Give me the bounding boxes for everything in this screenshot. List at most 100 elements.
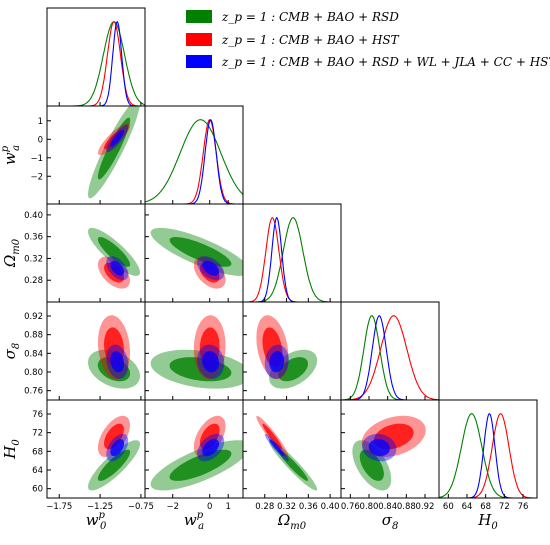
contour-1sigma-blue bbox=[269, 351, 285, 373]
panel-contours-Om-wa bbox=[150, 227, 243, 289]
y-tick-label-s8: 0.88 bbox=[24, 331, 43, 341]
contour-1sigma-blue bbox=[110, 351, 125, 373]
y-tick-label-Om: 0.32 bbox=[24, 254, 43, 264]
contour-1sigma-blue bbox=[269, 439, 285, 457]
x-tick-label-s8: 0.76 bbox=[341, 502, 360, 512]
legend-label-1: z_p = 1 : CMB + BAO + RSD bbox=[221, 10, 399, 24]
legend-label-2: z_p = 1 : CMB + BAO + HST bbox=[221, 33, 400, 47]
marginal-curve-blue bbox=[243, 216, 341, 302]
panel-contours-H0-s8 bbox=[352, 415, 426, 491]
y-tick-label-H0: 60 bbox=[32, 485, 43, 495]
x-tick-label-Om: 0.36 bbox=[299, 502, 318, 512]
contour-1sigma-blue bbox=[202, 439, 220, 457]
x-tick-label-H0: 72 bbox=[499, 502, 510, 512]
legend-label-3: z_p = 1 : CMB + BAO + RSD + WL + JLA + C… bbox=[221, 55, 550, 69]
x-tick-label-w0: −0.75 bbox=[128, 502, 154, 512]
panel-frames bbox=[46, 7, 538, 499]
panel-contours-s8-Om bbox=[256, 315, 318, 389]
x-tick-label-wa: −2 bbox=[166, 502, 179, 512]
contour-1sigma-green bbox=[97, 237, 131, 267]
y-tick-label-H0: 76 bbox=[32, 410, 43, 420]
axis-label-s8: σ8 bbox=[1, 343, 22, 360]
axis-label-s8: σ8 bbox=[382, 511, 399, 532]
contour-1sigma-blue bbox=[110, 439, 125, 457]
x-tick-label-Om: 0.40 bbox=[321, 502, 340, 512]
contour-layer bbox=[88, 106, 426, 491]
panel-frame bbox=[144, 105, 244, 205]
panel-frame bbox=[46, 203, 146, 303]
contour-1sigma-blue bbox=[110, 129, 125, 147]
panel-contours-s8-w0 bbox=[88, 315, 140, 389]
legend-swatch-green bbox=[186, 10, 212, 23]
marginal-curve-red bbox=[341, 315, 439, 400]
panel-contours-s8-wa bbox=[150, 315, 243, 389]
x-tick-label-H0: 60 bbox=[443, 502, 454, 512]
contour-1sigma-green bbox=[169, 449, 232, 481]
marginal-curve-green bbox=[145, 119, 243, 203]
panel-frame bbox=[46, 7, 146, 107]
contour-1sigma-red bbox=[199, 423, 220, 450]
legend-swatch-blue bbox=[186, 55, 212, 68]
y-tick-label-Om: 0.36 bbox=[24, 233, 43, 243]
marginal-curve-green bbox=[243, 217, 341, 302]
marginal-curve-green bbox=[439, 413, 537, 498]
x-tick-label-s8: 0.80 bbox=[360, 502, 379, 512]
axis-label-w0: wp 0 bbox=[86, 510, 107, 532]
panel-contours-Om-w0 bbox=[88, 227, 140, 289]
axis-label-layer: wp 0 wp a Ωm0 σ8 H0 wpa Ωm0 σ8 H0 bbox=[0, 145, 498, 532]
contour-1sigma-green bbox=[278, 357, 308, 382]
axis-label-H0: H0 bbox=[1, 439, 22, 460]
y-tick-label-Om: 0.40 bbox=[24, 211, 43, 221]
axis-label-Om: Ωm0 bbox=[277, 511, 307, 532]
panel-frame bbox=[340, 301, 440, 401]
contour-1sigma-green bbox=[359, 449, 384, 481]
x-tick-label-s8: 0.84 bbox=[378, 502, 397, 512]
y-tick-label-H0: 68 bbox=[32, 447, 43, 457]
y-tick-label-s8: 0.92 bbox=[24, 312, 43, 322]
x-tick-label-Om: 0.32 bbox=[277, 502, 296, 512]
contour-1sigma-red bbox=[262, 423, 283, 450]
y-tick-label-H0: 64 bbox=[32, 466, 43, 476]
x-tick-label-wa: 1 bbox=[225, 502, 230, 512]
panel-frame bbox=[438, 399, 538, 499]
marginal-H0 bbox=[439, 413, 537, 498]
x-tick-label-w0: −1.25 bbox=[87, 502, 113, 512]
contour-1sigma-blue bbox=[202, 351, 220, 373]
y-tick-label-wa: 0 bbox=[38, 135, 43, 145]
x-tick-label-wa: 0 bbox=[207, 502, 212, 512]
contour-1sigma-blue bbox=[202, 260, 220, 276]
marginal-curve-green bbox=[47, 21, 145, 106]
legend: z_p = 1 : CMB + BAO + RSD z_p = 1 : CMB … bbox=[186, 10, 550, 69]
y-tick-label-H0: 72 bbox=[32, 429, 43, 439]
contour-1sigma-green bbox=[278, 449, 308, 481]
axis-label-H0: H0 bbox=[477, 511, 498, 532]
marginal-curve-green bbox=[341, 315, 439, 400]
panel-contours-H0-w0 bbox=[88, 415, 140, 491]
y-tick-label-wa: 1 bbox=[38, 117, 43, 127]
axis-label-wa: wpa bbox=[0, 145, 22, 165]
axis-label-Om: Ωm0 bbox=[1, 238, 22, 268]
marginal-curve-blue bbox=[47, 21, 145, 106]
contour-1sigma-blue bbox=[110, 260, 125, 276]
marginal-Om bbox=[243, 216, 341, 302]
legend-swatch-red bbox=[186, 33, 212, 46]
tick-layer: −1.75 −1.25 −0.75 −2 0 1 0.28 0.32 0.36 0.40 0.76 0… bbox=[24, 102, 528, 512]
marginal-curve-blue bbox=[439, 413, 537, 498]
marginal-curve-red bbox=[145, 119, 243, 204]
marginal-curve-blue bbox=[145, 118, 243, 204]
y-tick-label-Om: 0.28 bbox=[24, 276, 43, 286]
y-tick-label-wa: −2 bbox=[30, 172, 43, 182]
panel-frame bbox=[242, 399, 342, 499]
x-tick-label-w0: −1.75 bbox=[46, 502, 72, 512]
x-tick-label-H0: 68 bbox=[480, 502, 491, 512]
contour-1sigma-blue bbox=[368, 439, 390, 457]
marginal-curve-red bbox=[243, 217, 341, 302]
contour-1sigma-green bbox=[169, 237, 232, 267]
y-tick-label-s8: 0.80 bbox=[24, 368, 43, 378]
y-tick-label-s8: 0.84 bbox=[24, 349, 43, 359]
marginal-curve-red bbox=[47, 21, 145, 106]
marginal-curve-blue bbox=[341, 315, 439, 400]
marginal-curve-red bbox=[439, 413, 537, 498]
x-tick-label-s8: 0.88 bbox=[397, 502, 416, 512]
